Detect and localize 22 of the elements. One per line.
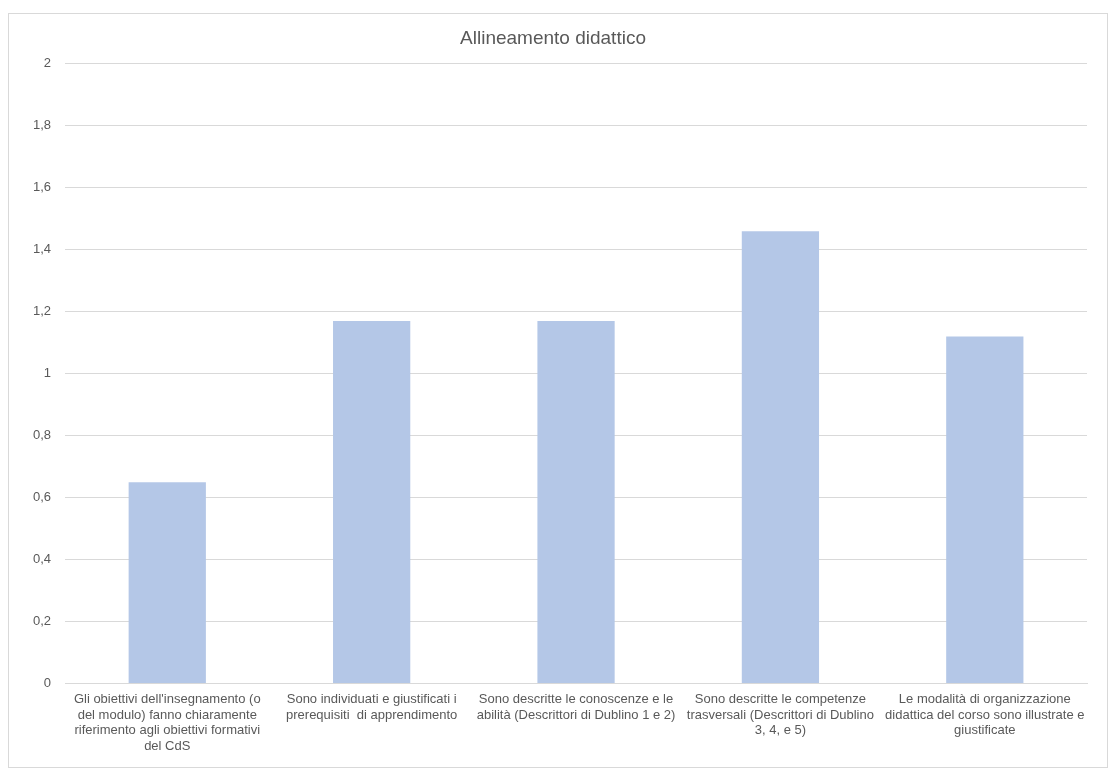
y-tick-label: 0,2 (32, 613, 52, 629)
y-tick-label: 2 (43, 55, 52, 71)
x-tick-label: Sono descritte le competenze trasversali (Descrittori di Dublino 3, 4, e 5) (686, 690, 874, 738)
y-tick-label: 0,4 (32, 551, 52, 567)
chart-title: Allineamento didattico (460, 26, 646, 48)
x-tick-label: Sono descritte le conoscenze e le abilità (Descrittori di Dublino 1 e 2) (476, 690, 676, 722)
x-tick-label: Gli obiettivi dell'insegnamento (o del modulo) fanno chiaramente riferimento agli obiettivi formativi del CdS (73, 690, 261, 753)
bar (537, 321, 615, 684)
bar (128, 482, 206, 684)
y-tick-label: 1,6 (32, 179, 52, 195)
bar (946, 336, 1024, 684)
y-tick-label: 1,8 (32, 117, 52, 133)
y-tick-label: 1 (43, 365, 52, 381)
y-tick-label: 1,2 (32, 303, 52, 319)
x-tick-label: Sono individuati e giustificati i prerequisiti di apprendimento (286, 690, 458, 722)
y-tick-label: 0,6 (32, 489, 52, 505)
y-tick-label: 0,8 (32, 427, 52, 443)
bar (333, 321, 411, 684)
y-tick-label: 0 (43, 675, 52, 691)
x-tick-label: Le modalità di organizzazione didattica del corso sono illustrate e giustificate (885, 690, 1085, 738)
y-tick-label: 1,4 (32, 241, 52, 257)
bar (741, 231, 820, 684)
